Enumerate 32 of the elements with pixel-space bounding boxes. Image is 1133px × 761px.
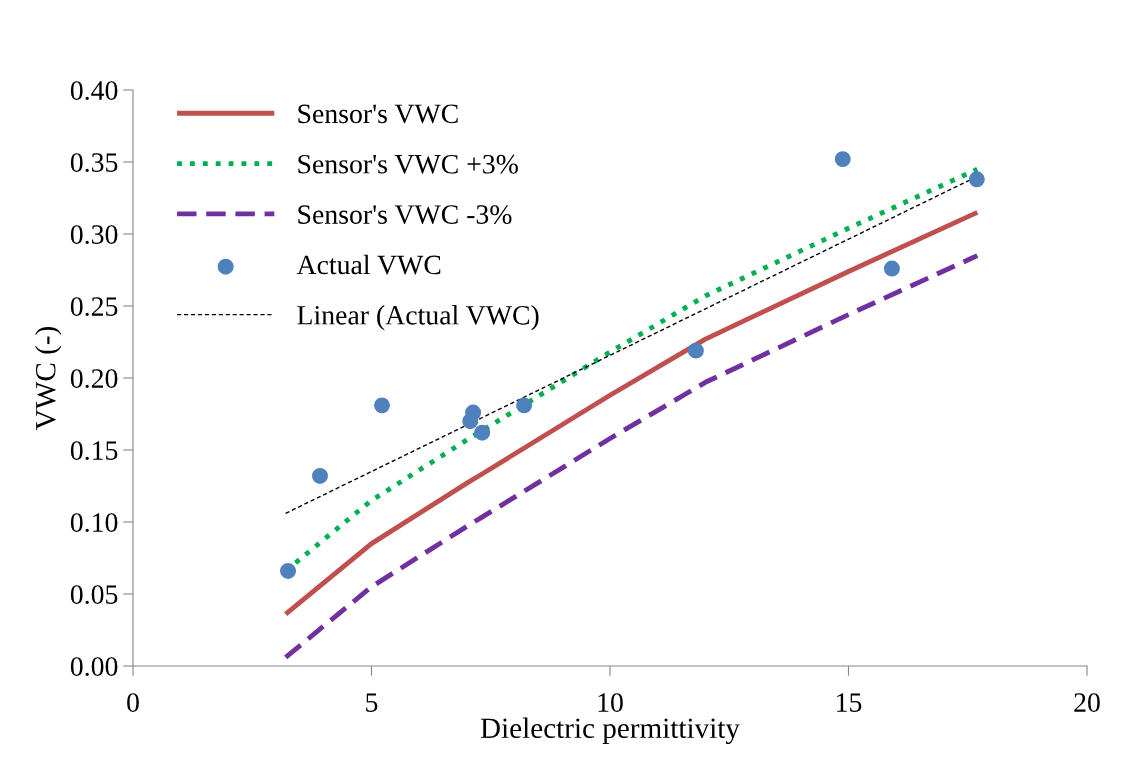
point bbox=[312, 467, 328, 484]
legend-label: Sensor's VWC -3% bbox=[298, 205, 512, 225]
x-tick-label: 15 bbox=[837, 693, 862, 712]
y-tick-label: 0.15 bbox=[70, 441, 118, 461]
point bbox=[883, 260, 900, 277]
x-axis-title: Dielectric permittivity bbox=[480, 717, 740, 745]
point bbox=[374, 397, 390, 414]
point bbox=[462, 413, 479, 430]
y-tick-label: 0.10 bbox=[70, 513, 118, 533]
legend-label: Sensor's VWC bbox=[298, 104, 458, 124]
y-tick-label: 0.30 bbox=[70, 225, 118, 245]
point bbox=[968, 171, 985, 188]
x-tick-label: 20 bbox=[1074, 693, 1100, 712]
y-tick-label: 0.35 bbox=[70, 153, 118, 173]
point bbox=[687, 342, 704, 359]
line-series bbox=[283, 253, 980, 660]
x-tick-label: 5 bbox=[366, 693, 378, 712]
point bbox=[834, 151, 851, 168]
y-tick-label: 0.20 bbox=[70, 369, 118, 389]
legend-label: Actual VWC bbox=[296, 254, 441, 275]
y-axis-title: VWC (-) bbox=[35, 327, 62, 430]
y-tick-label: 0.05 bbox=[70, 585, 118, 605]
legend-label: Sensor's VWC +3% bbox=[298, 154, 518, 174]
y-tick-label: 0.40 bbox=[70, 81, 118, 101]
point bbox=[516, 397, 533, 414]
point bbox=[474, 424, 491, 441]
x-tick-label: 10 bbox=[598, 693, 623, 712]
point bbox=[280, 562, 297, 579]
y-tick-label: 0.25 bbox=[70, 297, 118, 317]
x-tick-label: 0 bbox=[127, 693, 139, 712]
y-tick-label: 0.00 bbox=[70, 657, 118, 677]
legend-label: Linear (Actual VWC) bbox=[297, 305, 539, 331]
